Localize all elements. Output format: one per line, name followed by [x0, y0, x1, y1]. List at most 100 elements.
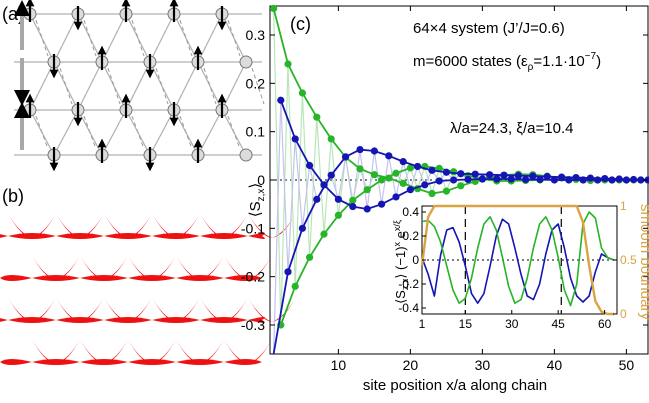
inset-axis-ticks: 1 15 30 45 60 -0.4 -0.2 0 0.2 0.4 0 0.5 1 [398, 199, 637, 331]
lattice-bond [149, 13, 175, 63]
data-point-blue [550, 176, 559, 184]
red-lens-horizontal [176, 275, 224, 281]
data-point-blue [414, 162, 422, 171]
red-lens-horizontal [32, 359, 80, 365]
inset-x-tick-label: 60 [598, 317, 612, 331]
inset-y-right-tick-label: 1 [620, 199, 627, 213]
red-lens-horizontal [32, 275, 80, 281]
data-point-green [406, 164, 414, 172]
inset-y-right-tick-label: 0.5 [620, 253, 637, 267]
lattice-bond [221, 13, 247, 63]
panel-c-chart: 10 20 30 40 50-0.3-0.2-0.100.10.20.3 (c) 64×… [241, 4, 649, 394]
inset-y-left-label: ⟨Sz,x⟩ (−1)x ex/ξ [392, 220, 410, 304]
panel-b-label: (b) [2, 186, 24, 206]
red-lens-horizontal [8, 233, 56, 239]
y-tick-label: 0.1 [246, 124, 266, 140]
data-point-blue [370, 147, 378, 155]
lattice-dashed-bond [155, 67, 169, 105]
x-tick-label: 10 [331, 357, 347, 373]
lattice-bond [173, 61, 199, 111]
lattice-bond [29, 13, 55, 63]
inset-y-right-label: smooth boundary [637, 204, 649, 320]
x-tick-label: 40 [547, 357, 563, 373]
data-point-blue [615, 175, 623, 183]
inset-guides [422, 206, 617, 314]
data-point-blue [428, 166, 436, 174]
lattice-bond [197, 109, 223, 156]
data-point-green [450, 168, 458, 176]
data-point-green [370, 171, 378, 179]
data-point-blue [385, 152, 393, 160]
red-lens-horizontal [176, 359, 224, 365]
panel-a: (a) [2, 0, 265, 172]
data-point-green [356, 165, 364, 173]
lattice-bond [53, 13, 79, 63]
lattice-bond [101, 61, 127, 111]
data-point-blue [342, 153, 350, 161]
data-point-green [378, 176, 386, 184]
data-point-blue [594, 176, 602, 184]
red-lens-horizontal [248, 233, 265, 239]
inset-chart: 1 15 30 45 60 -0.4 -0.2 0 0.2 0.4 0 0.5 1 ⟨Sz,x⟩ (−1… [392, 199, 649, 331]
data-point-blue [565, 176, 573, 184]
series-line-blue [279, 99, 641, 210]
data-point-blue [298, 224, 306, 232]
lattice-bond [125, 13, 151, 63]
data-point-blue [327, 171, 335, 179]
lattice-bond [125, 61, 151, 111]
data-point-green [363, 186, 371, 194]
y-tick-label: -0.2 [241, 269, 265, 285]
data-point-green [306, 253, 314, 261]
panel-b: (b) [0, 186, 296, 365]
data-point-blue [486, 171, 494, 179]
data-point-green [327, 135, 335, 143]
data-point-blue [579, 176, 587, 184]
data-point-blue [320, 181, 328, 189]
data-point-green [442, 187, 450, 195]
y-tick-label: -0.3 [241, 317, 265, 333]
red-pattern-diagram [0, 213, 296, 365]
inset-y-tick-label: 0.2 [402, 229, 419, 243]
lattice-bond [221, 61, 247, 111]
data-point-green [428, 189, 436, 198]
data-point-blue [284, 268, 292, 276]
data-point-blue [406, 186, 414, 194]
lattice-bond [77, 13, 103, 63]
red-lens-horizontal [104, 317, 152, 323]
lattice-dashed-bond [83, 19, 97, 57]
lattice-bond [197, 13, 223, 63]
lattice-bond [77, 61, 103, 111]
data-point-blue [529, 172, 537, 180]
lattice-dashed-bond [131, 19, 145, 57]
data-point-blue [637, 176, 645, 184]
data-point-green [399, 179, 407, 187]
inset-x-tick-label: 1 [419, 317, 426, 331]
red-lens-horizontal [248, 317, 265, 323]
data-point-green [457, 182, 465, 190]
inset-x-tick-label: 45 [552, 317, 566, 331]
data-point-blue [507, 175, 515, 183]
lattice-bond [101, 13, 127, 63]
data-point-blue [522, 175, 530, 184]
red-lens-horizontal [152, 233, 200, 239]
panel-c-label: (c) [290, 14, 311, 34]
data-point-blue [334, 195, 342, 203]
lattice-bond [101, 109, 127, 156]
data-point-blue [306, 161, 314, 170]
lattice-dashed-bond [59, 67, 73, 105]
lattice-bond [53, 109, 79, 156]
inset-x-tick-label: 30 [505, 317, 519, 331]
red-lens-horizontal [200, 233, 248, 239]
data-point-blue [356, 145, 364, 154]
data-point-green [270, 4, 278, 13]
y-tick-label: 0.2 [246, 75, 266, 91]
red-lens-horizontal [128, 275, 176, 281]
data-point-green [392, 169, 400, 177]
data-point-blue [277, 96, 285, 104]
data-point-blue [421, 181, 429, 189]
inset-series-group [420, 204, 615, 316]
inset-x-tick-label: 15 [459, 317, 473, 331]
lattice-dashed-bond [227, 115, 241, 150]
data-point-blue [450, 176, 458, 184]
